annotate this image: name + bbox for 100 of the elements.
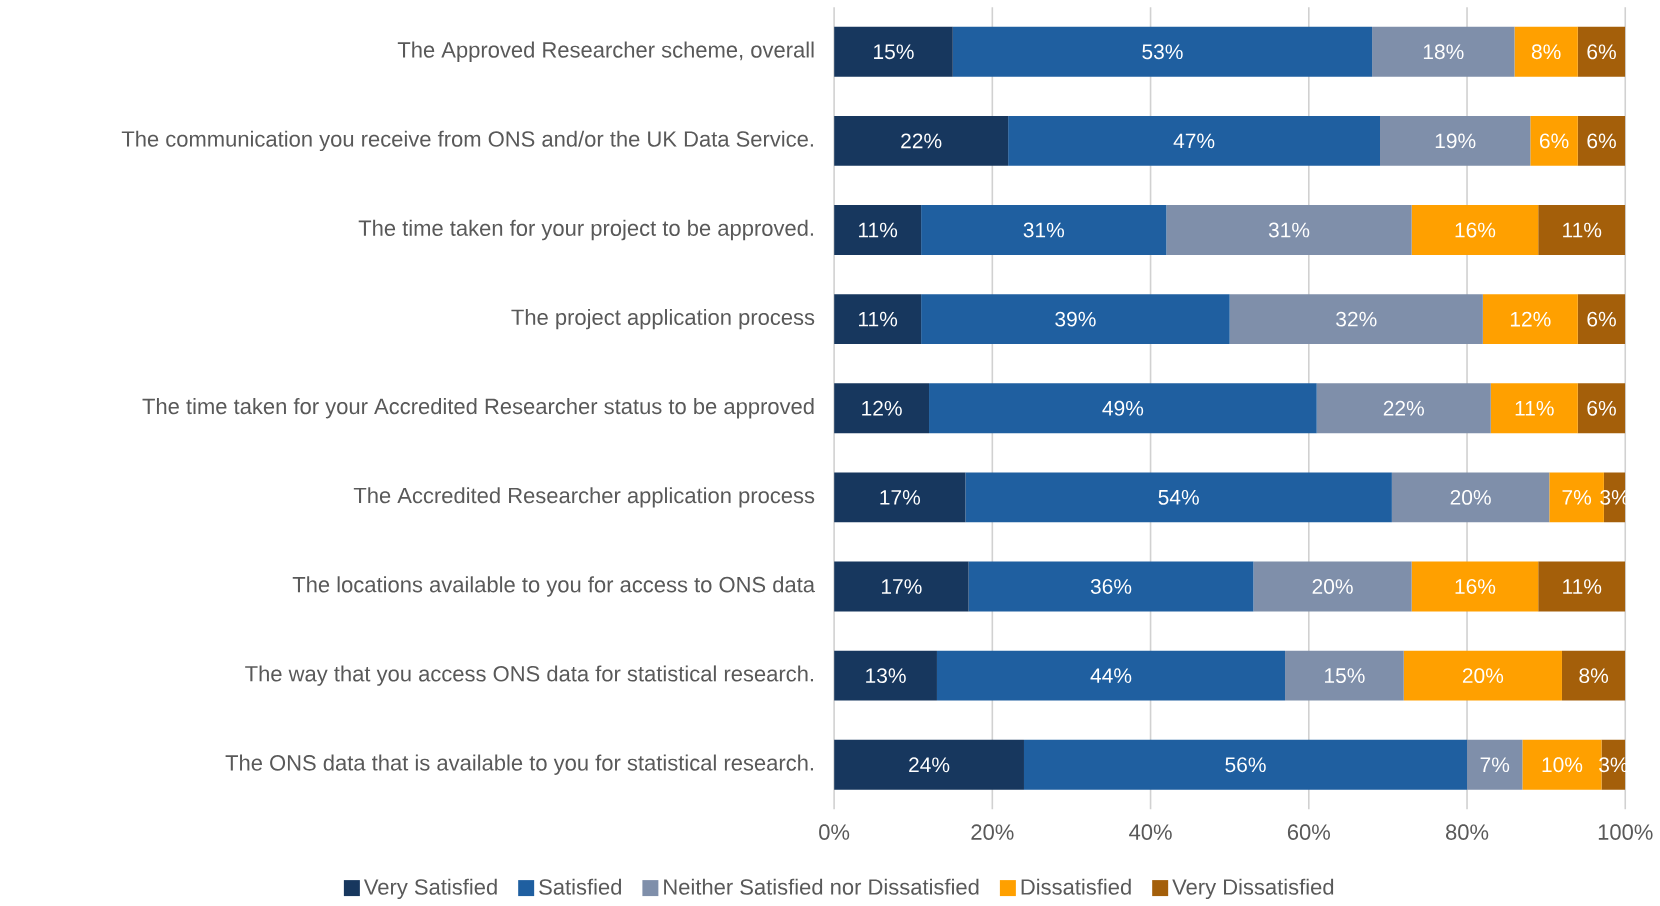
data-label: 11% (1563, 222, 1602, 238)
x-tick-label: 0% (819, 824, 850, 841)
data-label: 16% (1455, 579, 1496, 595)
legend-label: Neither Satisfied nor Dissatisfied (664, 878, 979, 896)
bar (834, 740, 1024, 790)
data-label: 8% (1531, 44, 1561, 60)
bar (921, 294, 1230, 345)
data-label: 36% (1090, 579, 1132, 595)
bar (1253, 561, 1412, 612)
bar (929, 383, 1317, 434)
bar (1403, 650, 1562, 701)
data-label: 11% (1563, 579, 1602, 595)
x-tick-label: 100% (1598, 824, 1653, 841)
data-label: 20% (1450, 490, 1491, 506)
bar (965, 472, 1392, 523)
bar (834, 294, 922, 345)
data-label: 56% (1225, 757, 1266, 773)
data-label: 7% (1480, 757, 1510, 773)
bar (1023, 740, 1468, 790)
bar (1467, 740, 1523, 790)
bar (834, 650, 937, 701)
data-label: 8% (1579, 668, 1609, 684)
x-tick-label: 60% (1287, 824, 1330, 841)
data-label: 12% (862, 401, 902, 416)
bar (1229, 294, 1483, 345)
data-label: 12% (1510, 311, 1551, 327)
data-label: 17% (881, 579, 922, 595)
bar (1482, 294, 1578, 345)
data-label: 54% (1158, 490, 1199, 506)
data-label: 6% (1587, 44, 1616, 60)
legend-label: Very Satisfied (363, 878, 497, 900)
legend-label: Dissatisfied (1021, 878, 1131, 896)
bar (1577, 383, 1626, 434)
bar (834, 27, 953, 77)
data-label: 11% (859, 222, 898, 238)
bar (1166, 205, 1412, 256)
bar (834, 561, 969, 612)
y-tick-label: The project application process (511, 309, 815, 330)
data-label: 6% (1539, 133, 1569, 149)
data-label: 11% (1515, 401, 1554, 416)
legend-label: Very Dissatisfied (1172, 878, 1334, 900)
data-label: 44% (1090, 668, 1132, 684)
bar (1514, 27, 1578, 77)
y-tick-label: The Approved Researcher scheme, overall (397, 41, 814, 63)
data-label: 10% (1542, 757, 1583, 773)
bar (1372, 27, 1515, 77)
bar (1561, 650, 1626, 701)
bar (1490, 383, 1578, 434)
bar (1285, 650, 1404, 701)
data-label: 31% (1268, 222, 1310, 238)
bar (1577, 116, 1626, 167)
data-label: 7% (1562, 490, 1592, 505)
data-label: 17% (880, 490, 921, 505)
x-tick-label: 40% (1129, 824, 1172, 841)
bar (1411, 561, 1539, 612)
data-label: 20% (1462, 668, 1504, 684)
bar (834, 472, 966, 523)
data-label: 20% (1312, 579, 1353, 595)
y-tick-label: The Accredited Researcher application process (353, 487, 815, 508)
y-tick-label: The locations available to you for access to ONS data (292, 576, 816, 597)
data-label: 49% (1102, 401, 1144, 416)
bar (1008, 116, 1380, 167)
data-label: 47% (1173, 133, 1215, 149)
bar (1316, 383, 1491, 434)
data-label: 39% (1055, 311, 1096, 327)
data-label: 16% (1455, 222, 1496, 238)
bar (1380, 116, 1531, 167)
bar (1530, 116, 1578, 167)
bar (936, 650, 1286, 701)
bar (834, 205, 922, 256)
data-label: 6% (1587, 133, 1616, 149)
y-tick-label: The ONS data that is available to you for statistical research. (225, 754, 813, 776)
data-label: 31% (1023, 222, 1065, 238)
x-tick-label: 20% (971, 824, 1014, 841)
data-label: 13% (866, 668, 906, 684)
bar (952, 27, 1373, 77)
data-label: 22% (1383, 401, 1424, 416)
bar (1411, 205, 1539, 256)
data-label: 32% (1336, 311, 1377, 327)
data-label: 24% (909, 757, 950, 773)
data-label: 6% (1587, 311, 1616, 327)
data-label: 15% (874, 44, 914, 60)
data-label: 18% (1423, 44, 1464, 60)
bar (834, 383, 930, 434)
data-label: 22% (901, 133, 942, 149)
bar (1391, 472, 1550, 523)
legend-label: Satisfied (539, 878, 621, 896)
data-label: 11% (859, 312, 898, 327)
data-label: 15% (1325, 668, 1365, 684)
bar (921, 205, 1167, 256)
bar (834, 116, 1009, 167)
bar (1538, 205, 1626, 256)
bar (968, 561, 1254, 612)
bar (1577, 27, 1626, 77)
data-label: 53% (1142, 44, 1183, 60)
y-tick-label: The communication you receive from ONS and/or the UK Data Service. (121, 130, 813, 152)
bar (1538, 561, 1626, 612)
y-tick-label: The way that you access ONS data for statistical research. (245, 665, 813, 687)
y-tick-label: The time taken for your Accredited Researcher status to be approved (142, 398, 814, 419)
bar (1577, 294, 1626, 345)
